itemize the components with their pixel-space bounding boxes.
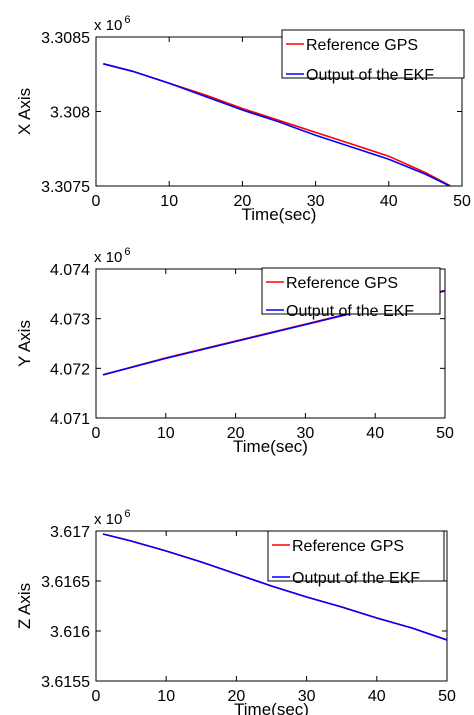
series-line-ekf-output — [102, 533, 447, 641]
y-tick-label: 4.072 — [50, 361, 90, 378]
x-tick-label: 20 — [227, 425, 245, 442]
legend: Reference GPS Output of the EKF — [281, 29, 465, 84]
legend-box — [267, 530, 445, 582]
y-tick-label: 3.616 — [50, 624, 90, 641]
legend-box — [261, 267, 441, 315]
x-tick-label: 40 — [368, 688, 386, 705]
y-tick-label: 3.617 — [50, 524, 90, 541]
y-tick-label: 3.6155 — [41, 674, 90, 691]
y-axis-label: Z Axis — [15, 583, 34, 629]
y-tick-label: 4.073 — [50, 312, 90, 329]
x-axis-label: Time(sec) — [242, 205, 317, 224]
y-tick-label: 3.308 — [50, 105, 90, 122]
y-axis-label: X Axis — [15, 88, 34, 135]
x-tick-label: 30 — [298, 688, 316, 705]
multiplier-base: x 10 — [94, 511, 122, 528]
x-tick-label: 30 — [297, 425, 315, 442]
legend-label: Reference GPS — [286, 275, 398, 292]
x-tick-label: 0 — [92, 193, 101, 210]
legend-label: Reference GPS — [292, 538, 404, 555]
multiplier-exponent: 6 — [124, 246, 130, 258]
x-tick-label: 40 — [366, 425, 384, 442]
chart-panel-2: 0 10 20 30 40 50 4.071 4.072 4.073 4.074 Time(sec)… — [15, 246, 454, 456]
x-tick-label: 10 — [157, 688, 175, 705]
x-tick-label: 50 — [453, 193, 471, 210]
x-tick-label: 0 — [92, 425, 101, 442]
legend-label: Output of the EKF — [292, 570, 420, 587]
legend-label: Output of the EKF — [286, 303, 414, 320]
legend: Reference GPS Output of the EKF — [267, 530, 445, 587]
y-tick-label: 3.6165 — [41, 574, 90, 591]
x-tick-label: 20 — [228, 688, 246, 705]
multiplier-base: x 10 — [94, 17, 122, 34]
y-tick-label: 4.074 — [50, 262, 90, 279]
y-tick-label: 3.3075 — [41, 179, 90, 196]
series-line-ekf-output — [103, 63, 452, 186]
axis-multiplier: x 10 6 — [94, 14, 130, 34]
x-axis-label: Time(sec) — [234, 700, 309, 715]
y-tick-label: 3.3085 — [41, 30, 90, 47]
legend-label: Reference GPS — [306, 37, 418, 54]
y-tick-label: 4.071 — [50, 411, 90, 428]
x-axis-label: Time(sec) — [233, 437, 308, 456]
legend-box — [281, 29, 465, 79]
x-tick-label: 10 — [157, 425, 175, 442]
chart-panel-3: 0 10 20 30 40 50 3.6155 3.616 3.6165 3.617 Time(se… — [15, 508, 456, 715]
x-tick-label: 40 — [380, 193, 398, 210]
legend: Reference GPS Output of the EKF — [261, 267, 441, 320]
x-tick-label: 50 — [438, 688, 456, 705]
x-tick-label: 0 — [92, 688, 101, 705]
x-tick-label: 30 — [307, 193, 325, 210]
axis-multiplier: x 10 6 — [94, 246, 130, 266]
chart-panel-1: 0 10 20 30 40 50 3.3075 3.308 3.3085 Time(sec) X A… — [15, 14, 471, 224]
multiplier-exponent: 6 — [124, 508, 130, 520]
x-tick-label: 50 — [436, 425, 454, 442]
x-tick-label: 20 — [234, 193, 252, 210]
multiplier-base: x 10 — [94, 249, 122, 266]
y-axis-label: Y Axis — [15, 320, 34, 367]
x-tick-label: 10 — [160, 193, 178, 210]
multiplier-exponent: 6 — [124, 14, 130, 26]
legend-label: Output of the EKF — [306, 67, 434, 84]
axis-multiplier: x 10 6 — [94, 508, 130, 528]
